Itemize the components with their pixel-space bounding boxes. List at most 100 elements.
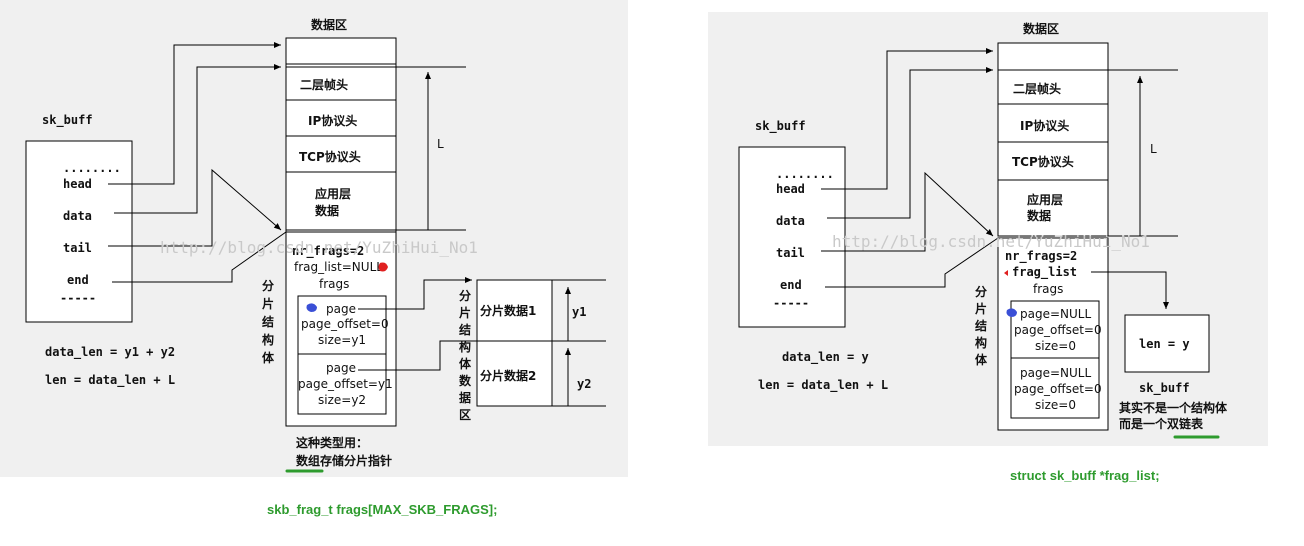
right-field-head: head: [776, 182, 805, 196]
left-frag-data-box: [476, 279, 553, 407]
left-formula-len: len = data_len + L: [45, 373, 175, 388]
right-frag1-page: page=NULL: [1020, 307, 1091, 321]
right-nr-frags: nr_frags=2: [1005, 249, 1077, 264]
right-data-area-box: [997, 42, 1109, 237]
left-sk-buff-box: [25, 140, 133, 323]
right-row-ip-header: IP协议头: [1020, 118, 1069, 133]
left-formula-data-len: data_len = y1 + y2: [45, 345, 175, 360]
right-formula-data-len: data_len = y: [782, 350, 869, 365]
left-field-dots: ........: [63, 161, 121, 175]
right-field-data: data: [776, 214, 805, 228]
svg-text:体: 体: [459, 356, 472, 371]
left-field-end: end: [67, 273, 89, 287]
left-row-tcp-header: TCP协议头: [299, 149, 361, 164]
svg-text:分: 分: [975, 284, 987, 299]
left-frag-data-2: 分片数据2: [480, 368, 536, 383]
svg-text:构: 构: [459, 339, 471, 354]
left-frag-list: frag_list=NULL: [294, 260, 383, 274]
right-red-marker: [1004, 270, 1008, 276]
right-data-area-title: 数据区: [1023, 21, 1059, 36]
right-row-data: 数据: [1027, 208, 1051, 223]
left-watermark: http://blog.csdn.net/YuZhiHui_No1: [160, 238, 478, 257]
svg-text:区: 区: [459, 408, 471, 422]
left-row-l2-header: 二层帧头: [300, 77, 348, 92]
svg-text:据: 据: [459, 390, 471, 405]
left-data-pointer: [114, 64, 281, 214]
left-y2-label: y2: [577, 377, 591, 391]
svg-text:片: 片: [262, 296, 274, 311]
right-caption: struct sk_buff *frag_list;: [1010, 468, 1160, 483]
right-frag1-offset: page_offset=0: [1014, 323, 1102, 337]
right-len-box-text: len = y: [1139, 337, 1190, 351]
right-note-2: 而是一个双链表: [1119, 416, 1204, 431]
right-row-tcp-header: TCP协议头: [1012, 154, 1074, 169]
right-sk-buff-box: [738, 146, 846, 328]
left-data-area-title: 数据区: [311, 17, 347, 32]
right-note-1: 其实不是一个结构体: [1119, 400, 1228, 415]
left-frag1-pointer: [358, 277, 472, 310]
right-end-pointer: [825, 237, 999, 288]
right-data-pointer: [827, 67, 993, 219]
left-note-1: 这种类型用：: [296, 435, 368, 450]
right-frag-list: frag_list: [1012, 265, 1077, 280]
right-frags-label: frags: [1033, 282, 1063, 296]
left-L-label: L: [437, 137, 444, 151]
left-field-tail: tail: [63, 241, 92, 255]
left-red-marker: [378, 262, 388, 272]
left-vertical-label: 分 片 结 构 体: [262, 278, 275, 365]
svg-text:分: 分: [262, 278, 274, 293]
left-data-area-box: [285, 37, 397, 233]
left-frags-label: frags: [319, 277, 349, 291]
left-frag-data-vertical-label: 分 片 结 构 体 数 据 区: [459, 288, 472, 422]
right-diagram: 数据区 二层帧头 IP协议头 TCP协议头 应用层 数据 L sk_buff .…: [738, 21, 1228, 439]
left-y1-label: y1: [572, 305, 586, 319]
svg-text:片: 片: [459, 305, 471, 320]
left-nr-frags: nr_frags=2: [292, 244, 364, 259]
left-tail-pointer: [108, 168, 282, 247]
svg-text:构: 构: [975, 335, 987, 350]
left-frag1-size: size=y1: [318, 333, 366, 347]
right-watermark: http://blog.csdn.net/YuZhiHui_No1: [832, 232, 1150, 251]
left-frag2-page: page: [326, 361, 356, 375]
svg-text:数: 数: [459, 373, 472, 388]
svg-text:体: 体: [975, 352, 988, 367]
right-head-pointer: [821, 48, 993, 190]
svg-text:片: 片: [975, 301, 987, 316]
right-field-end: end: [780, 278, 802, 292]
right-frag-list-pointer: [1091, 271, 1169, 309]
right-sk-buff-label: sk_buff: [755, 119, 806, 134]
right-field-dashes: -----: [773, 296, 809, 310]
right-vertical-label: 分 片 结 构 体: [975, 284, 988, 367]
svg-text:构: 构: [262, 332, 274, 347]
left-diagram: 数据区 二层帧头 IP协议头 TCP协议头 应用层 数据 L sk_buff .…: [25, 17, 606, 473]
left-frag2-size: size=y2: [318, 393, 366, 407]
right-sk-buff-2: sk_buff: [1139, 381, 1190, 396]
left-head-pointer: [108, 42, 281, 185]
svg-text:结: 结: [975, 318, 987, 333]
right-frag2-page: page=NULL: [1020, 366, 1091, 380]
right-L-label: L: [1150, 142, 1157, 156]
left-note-2: 数组存储分片指针: [296, 453, 392, 468]
left-end-pointer: [112, 231, 287, 283]
left-row-app-layer: 应用层: [315, 186, 351, 201]
right-blue-marker: [1006, 308, 1017, 317]
svg-text:体: 体: [262, 350, 275, 365]
left-field-dashes: -----: [60, 291, 96, 305]
left-blue-marker: [306, 303, 317, 312]
right-formula-len: len = data_len + L: [758, 378, 888, 393]
right-tail-pointer: [821, 171, 994, 252]
right-frag2-offset: page_offset=0: [1014, 382, 1102, 396]
right-frag2-size: size=0: [1035, 398, 1076, 412]
left-sk-buff-label: sk_buff: [42, 113, 93, 128]
left-field-data: data: [63, 209, 92, 223]
svg-text:结: 结: [459, 322, 471, 337]
left-frag-data-1: 分片数据1: [480, 303, 536, 318]
left-caption: skb_frag_t frags[MAX_SKB_FRAGS];: [267, 502, 497, 517]
svg-text:分: 分: [459, 288, 471, 303]
left-row-data: 数据: [315, 203, 339, 218]
left-frag2-pointer: [358, 340, 517, 371]
left-frag1-offset: page_offset=0: [301, 317, 389, 331]
right-row-l2-header: 二层帧头: [1013, 81, 1061, 96]
left-row-ip-header: IP协议头: [308, 113, 357, 128]
